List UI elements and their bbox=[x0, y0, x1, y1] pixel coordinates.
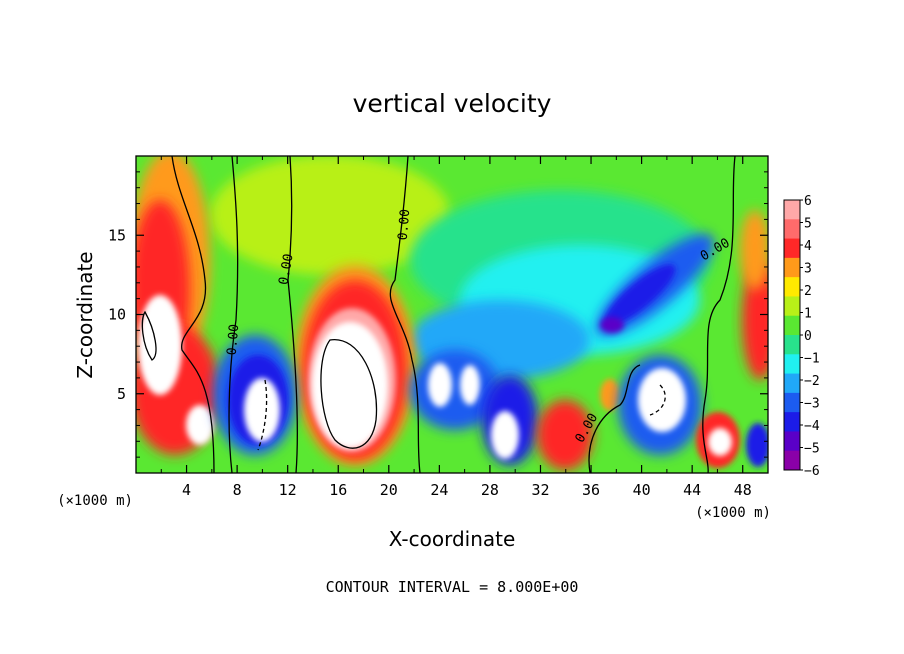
x-tick-label: 44 bbox=[683, 481, 701, 499]
colorbar-label: 6 bbox=[804, 194, 812, 209]
colorbar-segment bbox=[784, 296, 800, 317]
y-tick-label: 15 bbox=[108, 226, 126, 244]
colorbar-segment bbox=[784, 412, 800, 432]
contour-label: 0.00 bbox=[225, 323, 243, 356]
contour-line bbox=[287, 156, 298, 473]
contour-label: 0.00 bbox=[276, 253, 296, 286]
colorbar-segment bbox=[784, 257, 800, 278]
contour-line bbox=[389, 156, 421, 473]
colorbar-segment bbox=[784, 315, 800, 336]
colorbar-label: −2 bbox=[804, 374, 820, 389]
x-tick-label: 4 bbox=[182, 481, 191, 499]
colorbar-segment bbox=[784, 238, 800, 259]
x-tick-label: 48 bbox=[734, 481, 752, 499]
colorbar-label: 3 bbox=[804, 262, 812, 277]
field-region bbox=[600, 317, 624, 333]
field-region bbox=[638, 368, 686, 432]
colorbar-label: 2 bbox=[804, 284, 812, 299]
colorbar-segment bbox=[784, 431, 800, 452]
colorbar-label: −6 bbox=[804, 464, 820, 479]
field-region bbox=[312, 322, 388, 448]
x-tick-label: 24 bbox=[430, 481, 448, 499]
colorbar-segment bbox=[784, 277, 800, 297]
y-axis: 5 10 15 bbox=[108, 171, 768, 458]
contour-line bbox=[257, 379, 268, 451]
x-tick-label: 40 bbox=[633, 481, 651, 499]
contour-line bbox=[141, 310, 157, 361]
contour-line bbox=[320, 339, 378, 449]
field-region bbox=[460, 365, 480, 405]
contour-line bbox=[588, 364, 641, 473]
x-tick-label: 20 bbox=[380, 481, 398, 499]
y-axis-title: Z-coordinate bbox=[73, 251, 97, 378]
x-tick-label: 32 bbox=[531, 481, 549, 499]
field-region bbox=[210, 156, 450, 275]
colorbar-segment bbox=[784, 200, 800, 220]
colorbar-segment bbox=[784, 450, 800, 471]
x-tick-label: 28 bbox=[481, 481, 499, 499]
field-region bbox=[742, 260, 768, 380]
colorbar-segment bbox=[784, 354, 800, 375]
colorbar-segment bbox=[784, 219, 800, 240]
x-axis-unit: (×1000 m) bbox=[695, 505, 771, 521]
x-axis: 4 8 12 16 20 24 28 32 36 40 44 48 bbox=[160, 156, 752, 499]
colorbar-label: 5 bbox=[804, 217, 812, 232]
colorbar-label: 1 bbox=[804, 307, 812, 322]
field-region bbox=[604, 264, 676, 326]
contour-line bbox=[228, 156, 239, 473]
y-axis-unit: (×1000 m) bbox=[57, 493, 133, 509]
contour-line bbox=[649, 384, 666, 416]
chart-title: vertical velocity bbox=[353, 89, 552, 118]
colorbar-segment bbox=[784, 392, 800, 413]
zero-contours bbox=[141, 156, 736, 473]
x-tick-label: 16 bbox=[329, 481, 347, 499]
field-region bbox=[491, 411, 519, 459]
x-tick-label: 12 bbox=[279, 481, 297, 499]
field-region bbox=[746, 423, 768, 467]
colorbar-label: 0 bbox=[804, 329, 812, 344]
heatmap-field: 0.00 0.00 0.00 0.00 0.00 bbox=[136, 156, 768, 473]
y-tick-label: 5 bbox=[117, 385, 126, 403]
field-region bbox=[708, 428, 732, 456]
x-tick-label: 8 bbox=[233, 481, 242, 499]
field-region bbox=[244, 378, 280, 442]
field-region bbox=[537, 400, 593, 470]
field-region bbox=[600, 379, 620, 411]
colorbar-label: −5 bbox=[804, 442, 820, 457]
contour-line bbox=[171, 156, 215, 473]
x-axis-title: X-coordinate bbox=[389, 527, 516, 551]
colorbar-segment bbox=[784, 335, 800, 355]
colorbar: 6 5 4 3 2 1 0 −1 −2 −3 −4 −5 −6 bbox=[783, 194, 820, 479]
colorbar-label: −3 bbox=[804, 397, 820, 412]
x-tick-label: 36 bbox=[582, 481, 600, 499]
contour-label: 0.00 bbox=[396, 208, 414, 241]
field-region bbox=[428, 363, 452, 407]
colorbar-label: 4 bbox=[804, 239, 812, 254]
field-region bbox=[740, 210, 768, 290]
field-region bbox=[186, 405, 214, 445]
contour-interval-footer: CONTOUR INTERVAL = 8.000E+00 bbox=[326, 578, 579, 596]
y-tick-label: 10 bbox=[108, 306, 126, 324]
colorbar-label: −4 bbox=[804, 419, 820, 434]
contour-line bbox=[702, 156, 736, 473]
colorbar-segment bbox=[784, 373, 800, 394]
colorbar-label: −1 bbox=[804, 352, 820, 367]
